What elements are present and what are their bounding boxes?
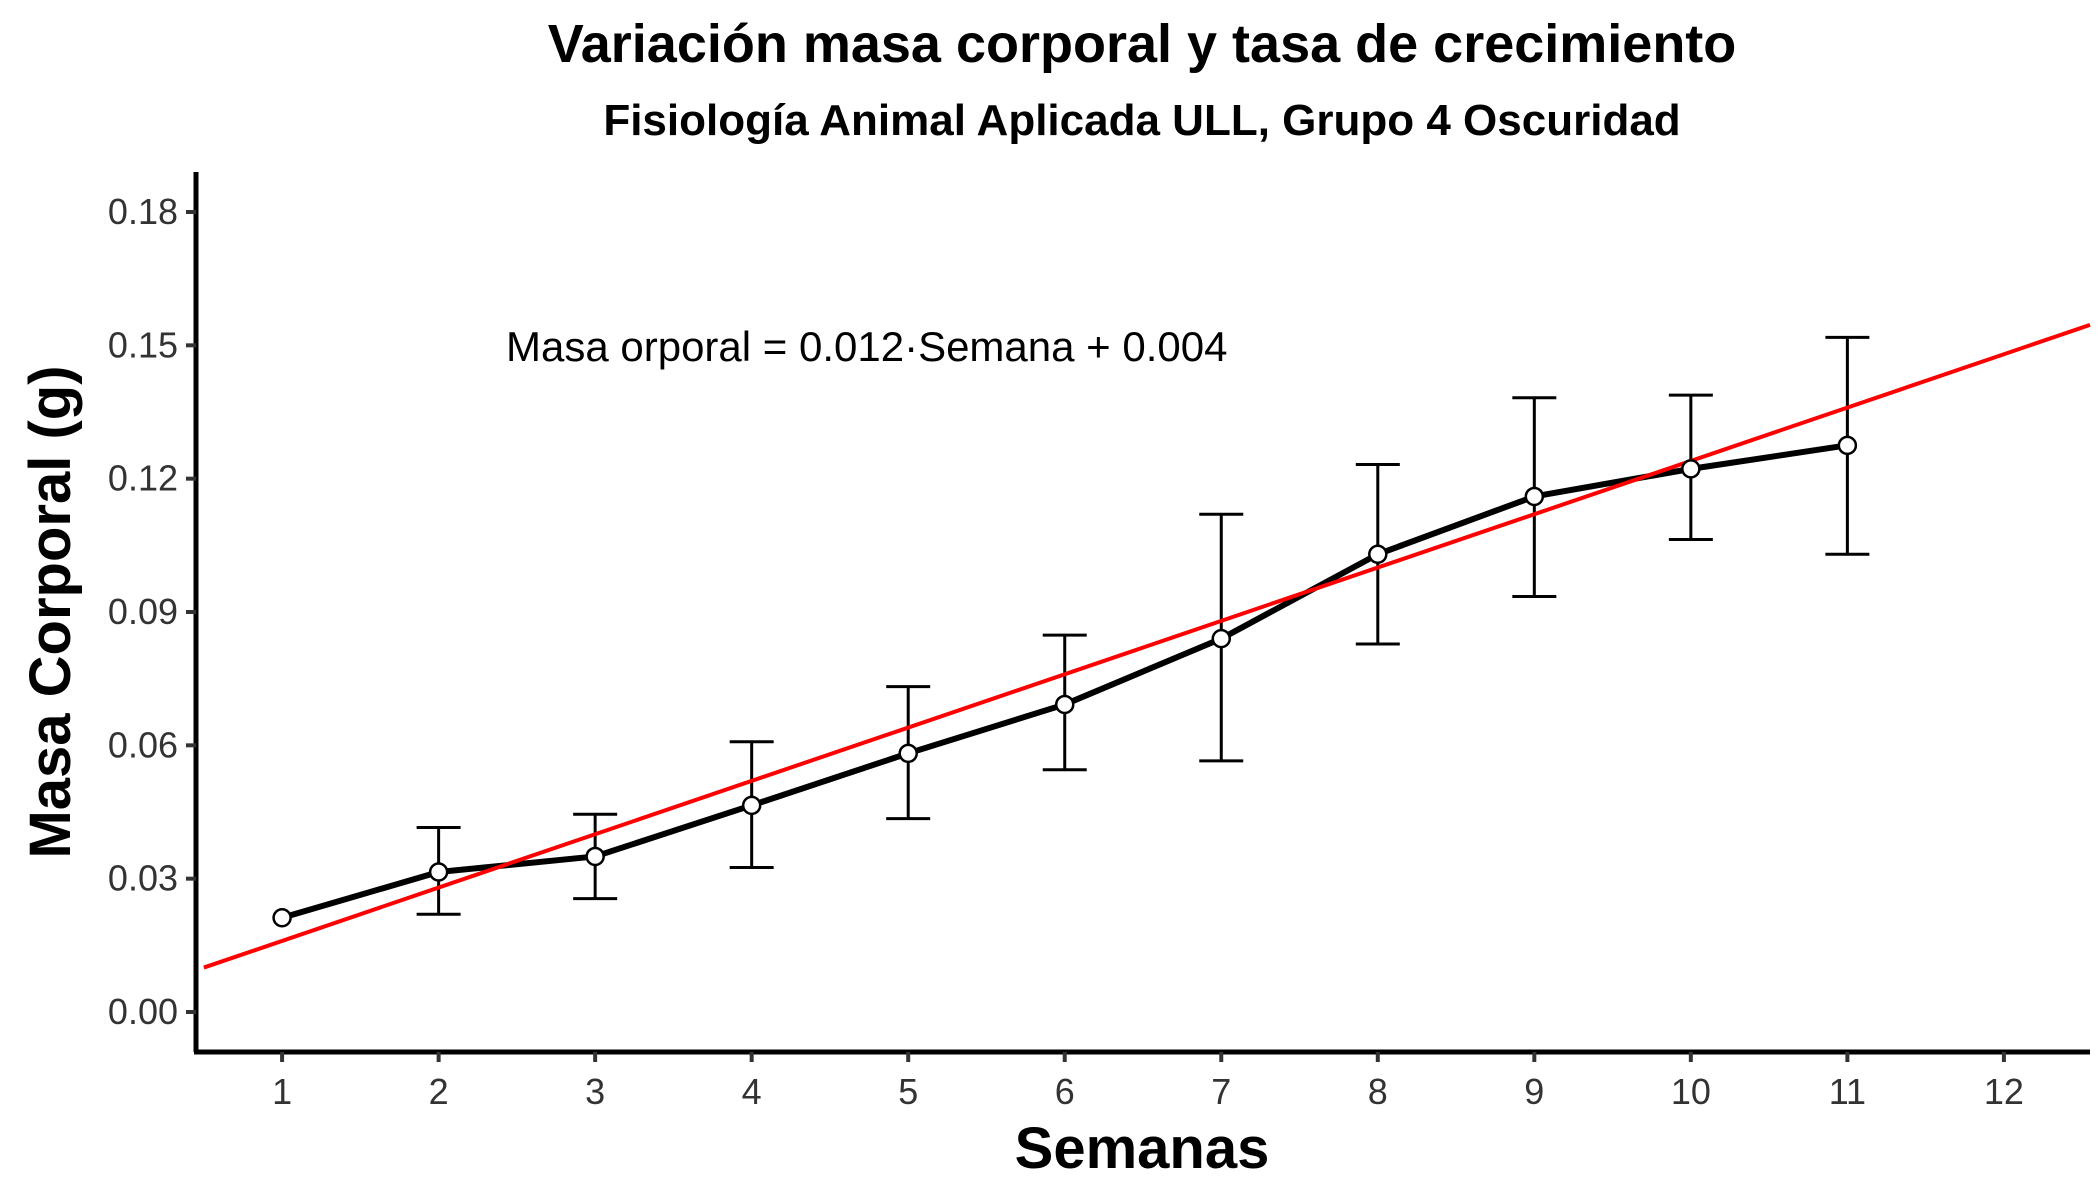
x-tick-label: 10: [1671, 1071, 1711, 1112]
data-point: [272, 908, 292, 928]
y-axis-title: Masa Corporal (g): [18, 365, 83, 858]
chart-subtitle: Fisiología Animal Aplicada ULL, Grupo 4 …: [603, 96, 1680, 145]
y-tick-label: 0.12: [108, 458, 178, 499]
chart-title: Variación masa corporal y tasa de crecim…: [548, 14, 1737, 74]
x-axis-title: Semanas: [1015, 1116, 1270, 1181]
x-tick-label: 9: [1524, 1071, 1544, 1112]
data-point: [1524, 486, 1545, 507]
data-point: [1211, 628, 1232, 649]
y-tick-label: 0.18: [108, 191, 178, 232]
y-tick-label: 0.15: [108, 324, 178, 365]
x-tick-label: 7: [1211, 1071, 1231, 1112]
plot-area: [203, 322, 2091, 970]
x-tick-label: 6: [1055, 1071, 1075, 1112]
x-tick-label: 8: [1368, 1071, 1388, 1112]
x-tick-label: 2: [429, 1071, 449, 1112]
y-tick-label: 0.00: [108, 991, 178, 1032]
y-tick-label: 0.06: [108, 724, 178, 765]
regression-equation: Masa orporal = 0.012·Semana + 0.004: [506, 323, 1227, 370]
data-point: [741, 795, 762, 816]
data-point: [1837, 435, 1858, 456]
x-tick-label: 5: [898, 1071, 918, 1112]
x-tick-label: 3: [585, 1071, 605, 1112]
data-point: [1054, 694, 1075, 715]
y-tick-label: 0.09: [108, 591, 178, 632]
data-point: [585, 846, 605, 867]
data-point: [428, 862, 449, 882]
x-tick-label: 1: [272, 1071, 292, 1112]
trend-line: [203, 322, 2091, 970]
x-tick-label: 4: [742, 1071, 762, 1112]
x-tick-label: 11: [1829, 1071, 1866, 1112]
data-point: [898, 743, 918, 764]
y-tick-label: 0.03: [108, 858, 178, 899]
x-ticks: 1 2 3 4 5 6 7 8 9 10 11 12: [272, 1052, 2024, 1112]
y-ticks: 0.00 0.03 0.06 0.09 0.12 0.15 0.18: [108, 191, 196, 1032]
data-point: [1681, 459, 1701, 479]
x-tick-label: 12: [1984, 1071, 2024, 1112]
data-point: [1368, 544, 1388, 564]
